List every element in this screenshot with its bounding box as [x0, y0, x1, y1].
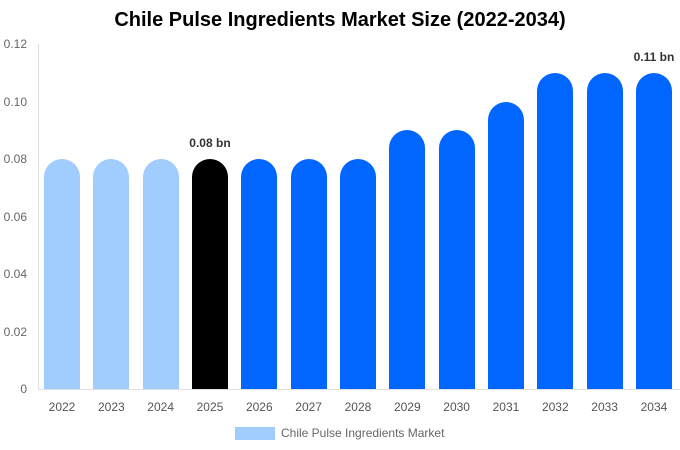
data-label-2025: 0.08 bn	[189, 136, 231, 150]
y-axis-line	[38, 44, 39, 390]
chart-title: Chile Pulse Ingredients Market Size (202…	[114, 9, 566, 31]
y-tick-label: 0	[20, 382, 27, 396]
legend[interactable]: Chile Pulse Ingredients Market	[235, 426, 444, 440]
bar-2025[interactable]	[191, 159, 228, 389]
x-tick-label: 2030	[443, 400, 470, 414]
x-tick-label: 2024	[147, 400, 174, 414]
bar-2030[interactable]	[438, 130, 475, 389]
legend-label: Chile Pulse Ingredients Market	[281, 426, 445, 440]
bar-2034[interactable]	[635, 72, 672, 389]
x-tick-label: 2032	[541, 400, 569, 414]
x-tick-label: 2029	[393, 400, 421, 414]
x-tick-label: 2023	[97, 400, 125, 414]
x-axis-line	[38, 389, 680, 390]
y-tick-label: 0.08	[3, 152, 27, 166]
y-tick-label: 0.10	[3, 94, 27, 109]
x-tick-label: 2025	[196, 400, 224, 414]
x-tick-label: 2027	[295, 400, 322, 414]
x-tick-label: 2034	[640, 400, 668, 414]
x-tick-label: 2031	[492, 400, 520, 414]
bar-2027[interactable]	[290, 159, 327, 389]
y-tick-label: 0.04	[3, 267, 27, 281]
bar-2024[interactable]	[142, 159, 179, 389]
bar-2026[interactable]	[241, 159, 278, 389]
x-tick-label: 2033	[591, 400, 618, 414]
bar-2031[interactable]	[487, 101, 524, 389]
bar-2033[interactable]	[586, 72, 623, 389]
legend-swatch	[235, 426, 275, 440]
bar-2022[interactable]	[44, 159, 80, 389]
bar-2032[interactable]	[537, 72, 574, 389]
data-label-2034: 0.11 bn	[633, 49, 675, 64]
x-tick-label: 2022	[48, 400, 76, 414]
x-tick-label: 2026	[245, 400, 273, 414]
x-tick-label: 2028	[344, 400, 372, 414]
y-tick-label: 0.02	[3, 324, 27, 339]
bar-2023[interactable]	[93, 159, 130, 389]
y-tick-label: 0.12	[3, 37, 27, 51]
bar-2029[interactable]	[389, 130, 426, 389]
y-tick-label: 0.06	[3, 209, 27, 224]
bar-2028[interactable]	[339, 159, 376, 389]
